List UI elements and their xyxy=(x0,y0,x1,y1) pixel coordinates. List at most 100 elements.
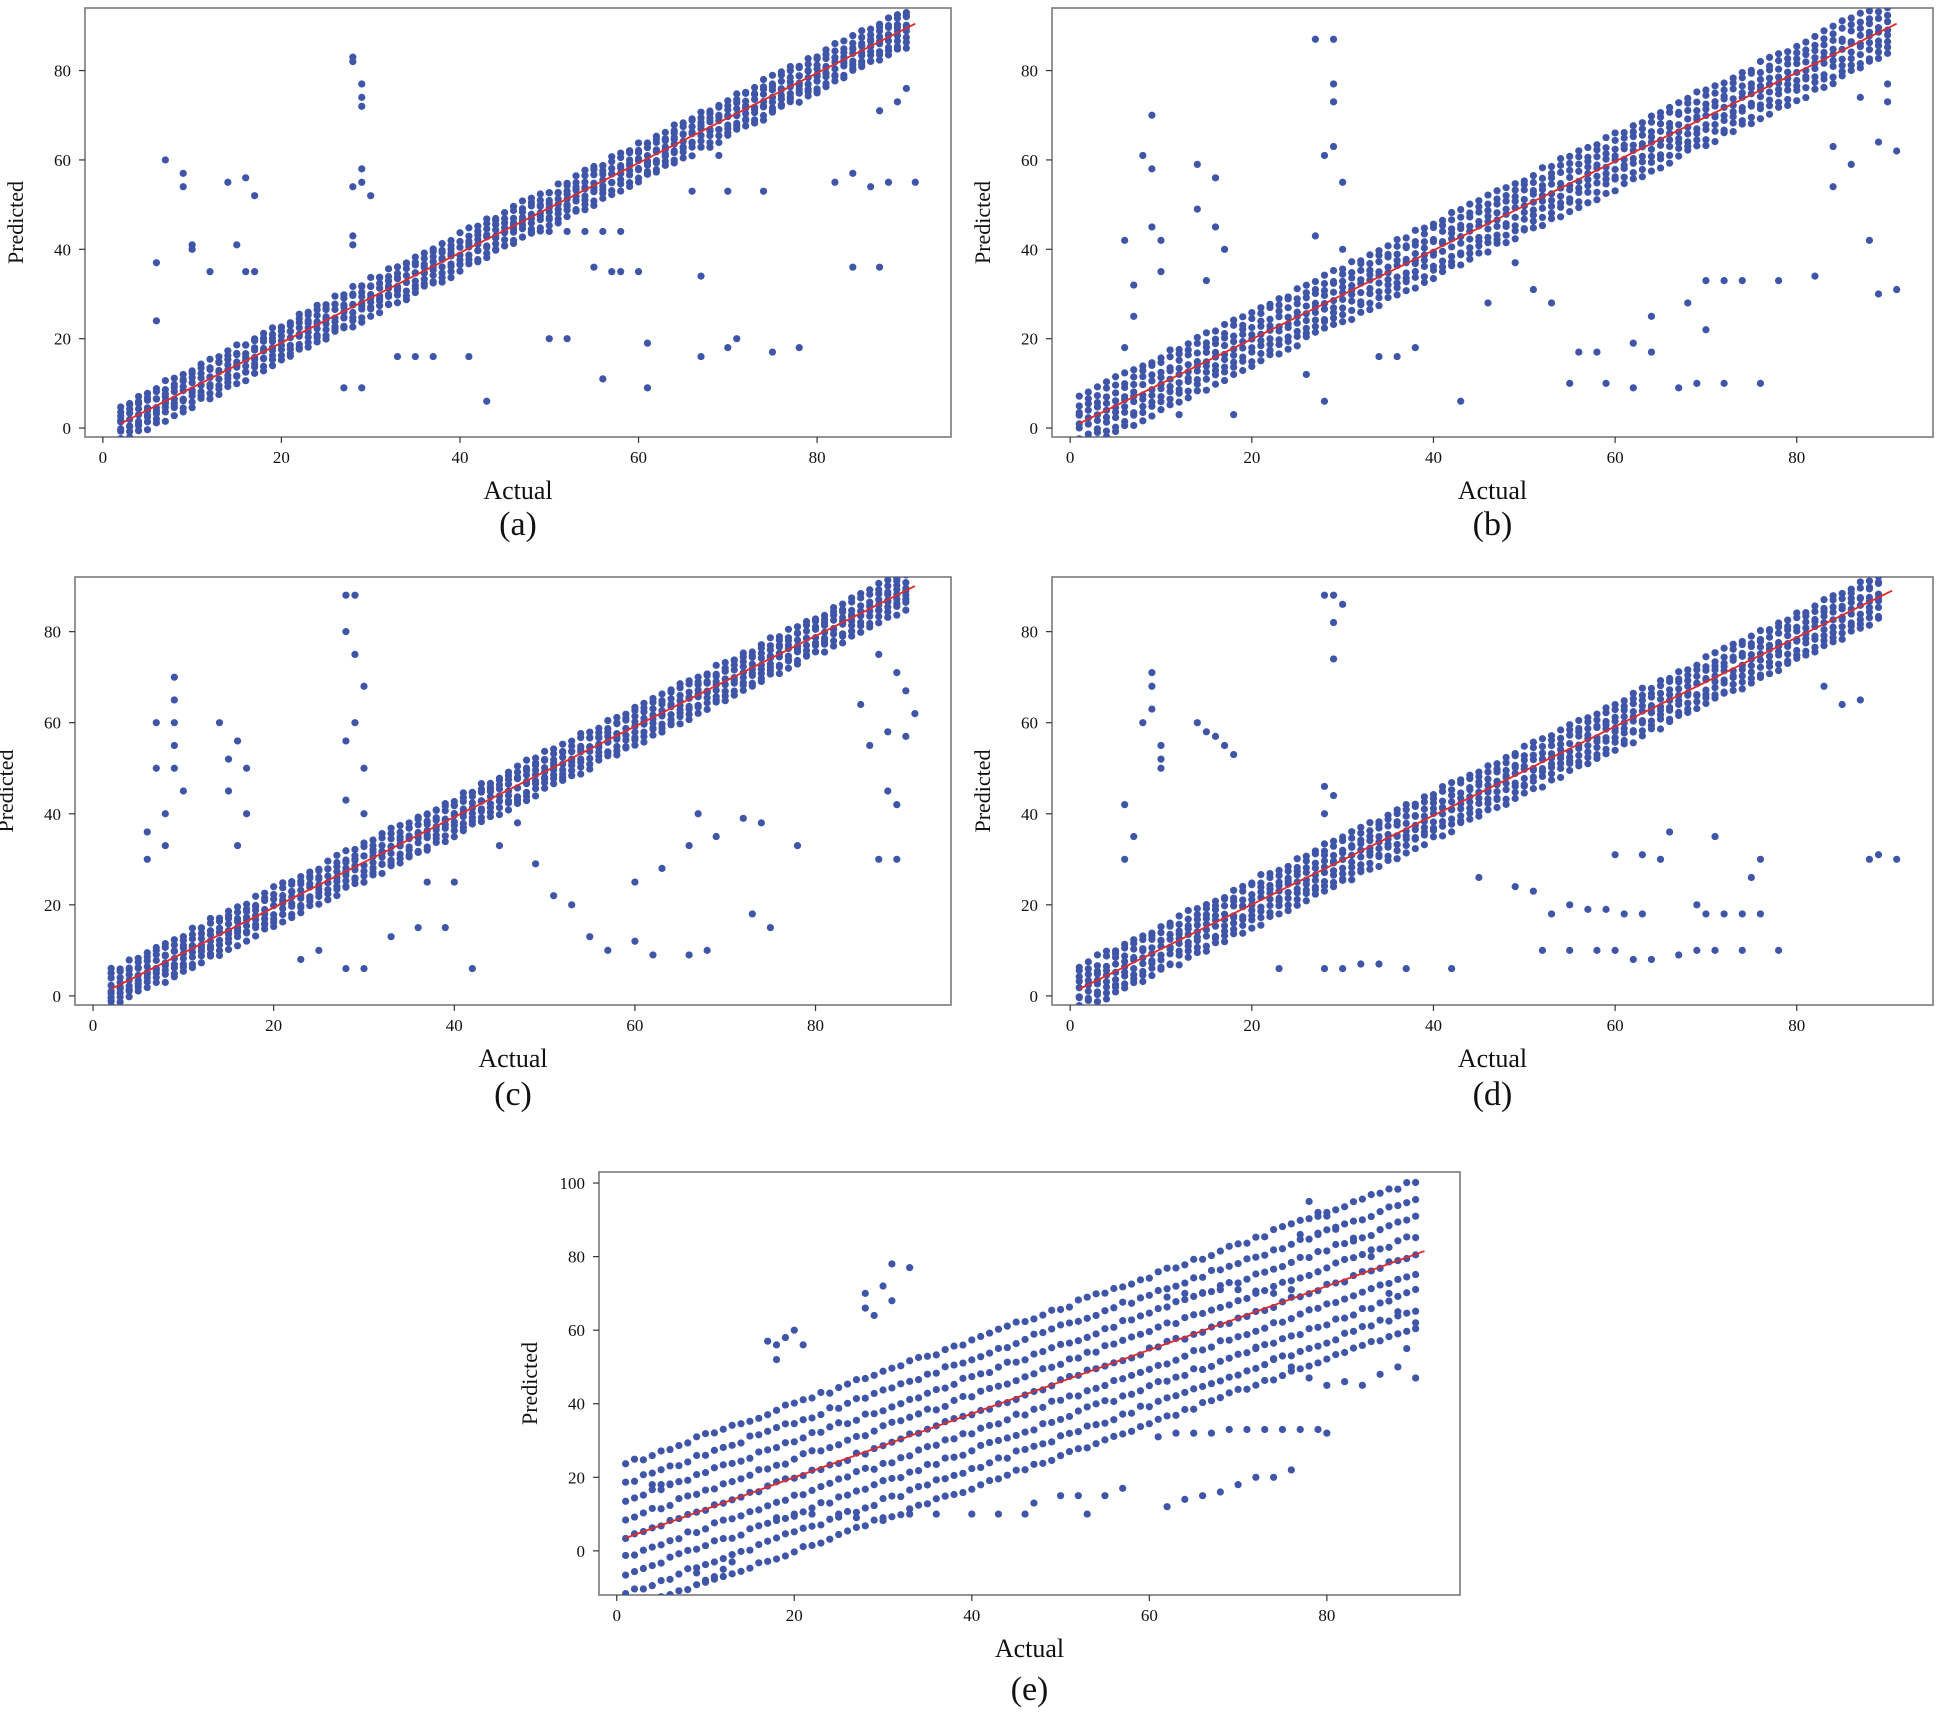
data-point xyxy=(1145,1420,1153,1428)
data-point xyxy=(1121,236,1129,244)
data-point xyxy=(1261,1324,1269,1332)
data-point xyxy=(1647,717,1656,725)
data-point xyxy=(755,1522,763,1530)
data-point xyxy=(1520,781,1528,789)
data-point xyxy=(1348,876,1356,884)
data-point xyxy=(1293,308,1301,316)
data-point xyxy=(1557,213,1565,221)
data-point xyxy=(1302,864,1310,872)
data-point xyxy=(1384,263,1392,271)
data-point xyxy=(977,1481,985,1489)
data-point xyxy=(1243,1425,1251,1434)
data-point xyxy=(541,784,549,792)
data-point xyxy=(1874,48,1883,56)
data-point xyxy=(161,156,169,164)
data-point xyxy=(799,1341,807,1349)
data-point xyxy=(608,178,616,186)
data-point xyxy=(622,1571,630,1579)
data-point xyxy=(297,886,305,894)
data-point xyxy=(1092,1384,1100,1392)
data-point xyxy=(1448,243,1456,251)
data-point xyxy=(826,1443,834,1452)
data-point xyxy=(215,914,224,922)
data-point xyxy=(1874,603,1883,612)
data-point xyxy=(1084,430,1092,437)
data-point xyxy=(1358,1323,1366,1331)
data-point xyxy=(1412,1270,1420,1279)
data-point xyxy=(279,892,287,900)
data-point xyxy=(688,115,696,123)
data-point xyxy=(1039,1347,1047,1356)
data-point xyxy=(331,300,339,308)
data-point xyxy=(1893,285,1901,294)
data-point xyxy=(1320,868,1329,877)
data-point xyxy=(748,679,756,687)
data-point xyxy=(893,98,902,106)
data-point xyxy=(1738,82,1746,90)
data-point xyxy=(764,1465,772,1473)
data-point xyxy=(152,385,161,393)
panel-caption: (e) xyxy=(1011,1671,1049,1708)
data-point xyxy=(1193,933,1201,941)
data-point xyxy=(1765,110,1774,118)
data-point xyxy=(1266,340,1274,348)
data-point xyxy=(1202,276,1211,285)
data-point xyxy=(1475,197,1483,205)
data-point xyxy=(1269,1339,1278,1347)
data-point xyxy=(1243,1385,1251,1393)
data-point xyxy=(941,1436,949,1444)
data-point xyxy=(977,1370,985,1378)
data-point xyxy=(577,770,585,778)
data-point xyxy=(513,773,522,781)
data-point xyxy=(1102,413,1111,421)
data-point xyxy=(1575,167,1583,175)
data-point xyxy=(1856,610,1864,618)
data-point xyxy=(179,787,187,795)
data-point xyxy=(1225,1336,1233,1344)
data-point xyxy=(884,14,893,22)
data-point xyxy=(1202,932,1211,940)
data-point xyxy=(858,39,866,48)
data-point xyxy=(1225,1262,1233,1270)
data-point xyxy=(941,1346,949,1354)
data-point xyxy=(1121,369,1129,377)
data-point xyxy=(1184,351,1192,359)
data-point xyxy=(1211,348,1220,356)
data-point xyxy=(968,1464,976,1473)
data-point xyxy=(1675,152,1683,160)
x-tick-label: 80 xyxy=(809,448,826,467)
data-point xyxy=(1711,691,1719,699)
data-point xyxy=(1021,1356,1029,1364)
data-point xyxy=(1275,301,1283,309)
data-point xyxy=(125,993,133,1001)
data-point xyxy=(1376,1281,1384,1289)
data-point xyxy=(1429,262,1438,270)
data-point xyxy=(670,156,678,164)
data-point xyxy=(693,1433,701,1441)
data-point xyxy=(1756,656,1765,664)
data-point xyxy=(1220,741,1229,750)
data-point xyxy=(1584,731,1592,739)
data-point xyxy=(1056,1415,1065,1424)
data-point xyxy=(941,1454,949,1462)
data-point xyxy=(1252,1270,1260,1278)
data-point xyxy=(468,799,476,807)
data-point xyxy=(1102,947,1111,955)
data-point xyxy=(1429,791,1438,799)
data-point xyxy=(1211,912,1220,920)
data-point xyxy=(1702,699,1710,708)
data-point xyxy=(1484,191,1492,199)
data-point xyxy=(1402,800,1410,809)
data-point xyxy=(1375,294,1383,302)
data-point xyxy=(777,101,785,109)
data-point xyxy=(1883,31,1892,39)
data-point xyxy=(1729,640,1737,648)
x-tick-label: 60 xyxy=(1607,448,1624,467)
data-point xyxy=(1647,167,1656,175)
data-point xyxy=(215,719,224,727)
data-point xyxy=(1296,1425,1304,1434)
data-point xyxy=(1829,45,1837,53)
data-point xyxy=(634,139,643,147)
x-axis-title: Actual xyxy=(1458,1044,1527,1073)
data-point xyxy=(829,616,838,624)
